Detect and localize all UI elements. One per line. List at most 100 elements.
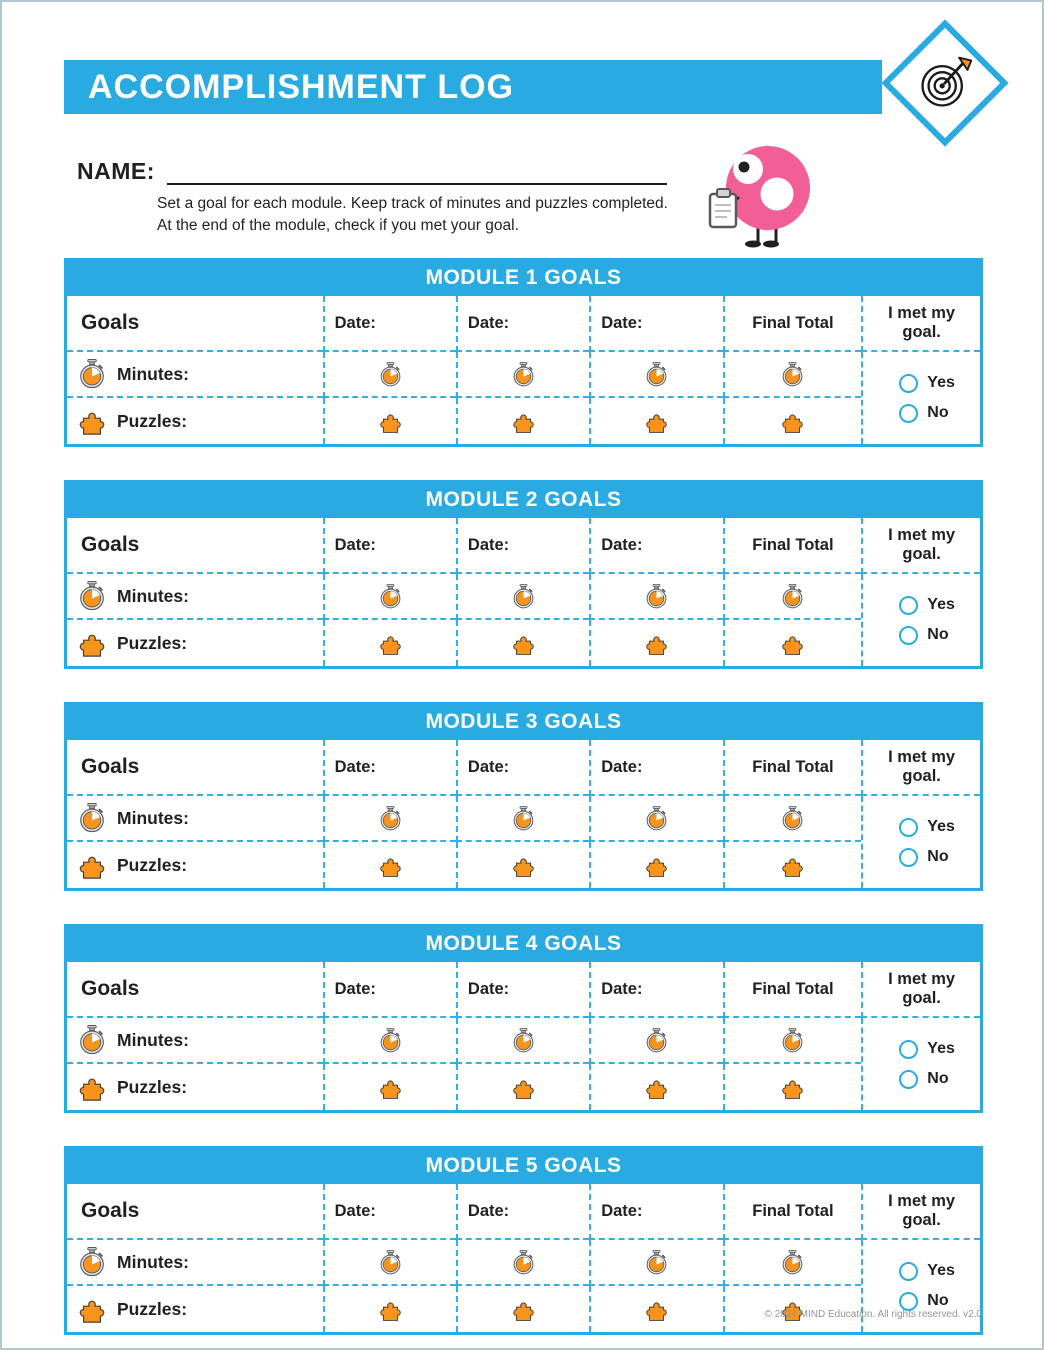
module-title: MODULE 2 GOALS <box>67 483 980 519</box>
date-header[interactable]: Date: <box>589 740 723 797</box>
met-goal-header: I met my goal. <box>861 740 980 797</box>
stopwatch-icon <box>780 1250 805 1275</box>
puzzles-label: Puzzles: <box>117 632 188 653</box>
date-header[interactable]: Date: <box>455 518 590 575</box>
minutes-date-cell[interactable] <box>589 796 723 843</box>
puzzles-date-cell[interactable] <box>322 620 456 667</box>
puzzles-date-cell[interactable] <box>589 1286 722 1333</box>
puzzles-final-cell[interactable] <box>722 842 862 889</box>
no-radio[interactable] <box>899 847 919 867</box>
met-goal-cell: Yes No <box>861 1018 980 1111</box>
name-fill-in-line[interactable] <box>166 159 667 185</box>
puzzles-date-cell[interactable] <box>455 1286 589 1333</box>
minutes-final-cell[interactable] <box>722 574 862 621</box>
no-option[interactable]: No <box>899 403 949 423</box>
puzzles-final-cell[interactable] <box>722 1286 862 1333</box>
no-option[interactable]: No <box>899 847 949 867</box>
date-header[interactable]: Date: <box>589 518 723 575</box>
minutes-date-cell[interactable] <box>589 1240 723 1287</box>
no-option[interactable]: No <box>899 1069 949 1089</box>
minutes-date-cell[interactable] <box>455 352 590 399</box>
yes-radio[interactable] <box>899 595 919 615</box>
puzzles-date-cell[interactable] <box>455 1064 589 1111</box>
yes-radio[interactable] <box>899 1261 919 1281</box>
puzzles-final-cell[interactable] <box>722 398 862 445</box>
date-header[interactable]: Date: <box>589 296 723 353</box>
pink-character-mascot <box>708 138 820 261</box>
date-header[interactable]: Date: <box>322 296 456 353</box>
yes-option[interactable]: Yes <box>899 1261 955 1281</box>
minutes-date-cell[interactable] <box>589 352 723 399</box>
minutes-date-cell[interactable] <box>589 1018 723 1065</box>
minutes-final-cell[interactable] <box>722 796 862 843</box>
puzzle-piece-icon <box>644 631 669 656</box>
module-5-table: MODULE 5 GOALS Goals Date: Date: Date: F… <box>64 1146 983 1336</box>
yes-option[interactable]: Yes <box>899 373 955 393</box>
puzzles-date-cell[interactable] <box>589 620 722 667</box>
met-goal-header: I met my goal. <box>861 518 980 575</box>
copyright-text: © 2024 MIND Education. All rights reserv… <box>764 1309 982 1320</box>
date-header[interactable]: Date: <box>455 740 590 797</box>
minutes-final-cell[interactable] <box>722 1018 862 1065</box>
date-header[interactable]: Date: <box>322 740 456 797</box>
minutes-date-cell[interactable] <box>322 1240 456 1287</box>
date-header[interactable]: Date: <box>455 962 590 1019</box>
stopwatch-icon <box>780 1028 805 1053</box>
minutes-date-cell[interactable] <box>455 574 590 621</box>
date-header[interactable]: Date: <box>589 962 723 1019</box>
puzzle-piece-icon <box>77 406 107 436</box>
date-header[interactable]: Date: <box>322 1184 456 1241</box>
puzzles-date-cell[interactable] <box>589 1064 722 1111</box>
no-radio[interactable] <box>899 625 919 645</box>
minutes-date-cell[interactable] <box>455 796 590 843</box>
date-header[interactable]: Date: <box>322 962 456 1019</box>
puzzles-final-cell[interactable] <box>722 1064 862 1111</box>
minutes-final-cell[interactable] <box>722 352 862 399</box>
puzzles-date-cell[interactable] <box>322 842 456 889</box>
puzzles-date-cell[interactable] <box>589 842 722 889</box>
yes-radio[interactable] <box>899 817 919 837</box>
met-goal-cell: Yes No <box>861 796 980 889</box>
puzzles-date-cell[interactable] <box>455 620 589 667</box>
minutes-date-cell[interactable] <box>455 1240 590 1287</box>
minutes-date-cell[interactable] <box>322 796 456 843</box>
puzzles-label: Puzzles: <box>117 1298 188 1319</box>
puzzle-piece-icon <box>77 628 107 658</box>
puzzles-date-cell[interactable] <box>589 398 722 445</box>
yes-radio[interactable] <box>899 373 919 393</box>
date-header[interactable]: Date: <box>455 296 590 353</box>
goals-header: Goals <box>67 518 323 575</box>
puzzles-date-cell[interactable] <box>322 1064 456 1111</box>
yes-radio[interactable] <box>899 1039 919 1059</box>
puzzle-piece-icon <box>644 409 669 434</box>
puzzles-date-cell[interactable] <box>322 398 456 445</box>
minutes-date-cell[interactable] <box>322 352 456 399</box>
no-radio[interactable] <box>899 403 919 423</box>
yes-option[interactable]: Yes <box>899 817 955 837</box>
date-header[interactable]: Date: <box>455 1184 590 1241</box>
puzzles-date-cell[interactable] <box>322 1286 456 1333</box>
no-radio[interactable] <box>899 1069 919 1089</box>
puzzle-piece-icon <box>511 1297 536 1322</box>
no-option[interactable]: No <box>899 1291 949 1311</box>
minutes-date-cell[interactable] <box>322 574 456 621</box>
minutes-final-cell[interactable] <box>722 1240 862 1287</box>
minutes-date-cell[interactable] <box>589 574 723 621</box>
puzzles-date-cell[interactable] <box>455 842 589 889</box>
no-radio[interactable] <box>899 1291 919 1311</box>
puzzles-date-cell[interactable] <box>455 398 589 445</box>
no-label: No <box>927 1292 949 1310</box>
minutes-label: Minutes: <box>117 807 189 828</box>
yes-option[interactable]: Yes <box>899 1039 955 1059</box>
date-header[interactable]: Date: <box>322 518 456 575</box>
puzzles-final-cell[interactable] <box>722 620 862 667</box>
minutes-date-cell[interactable] <box>322 1018 456 1065</box>
final-total-header: Final Total <box>722 740 862 797</box>
met-goal-cell: Yes No <box>861 352 980 445</box>
yes-option[interactable]: Yes <box>899 595 955 615</box>
no-option[interactable]: No <box>899 625 949 645</box>
name-row: NAME: <box>77 158 1042 185</box>
minutes-date-cell[interactable] <box>455 1018 590 1065</box>
date-header[interactable]: Date: <box>589 1184 723 1241</box>
